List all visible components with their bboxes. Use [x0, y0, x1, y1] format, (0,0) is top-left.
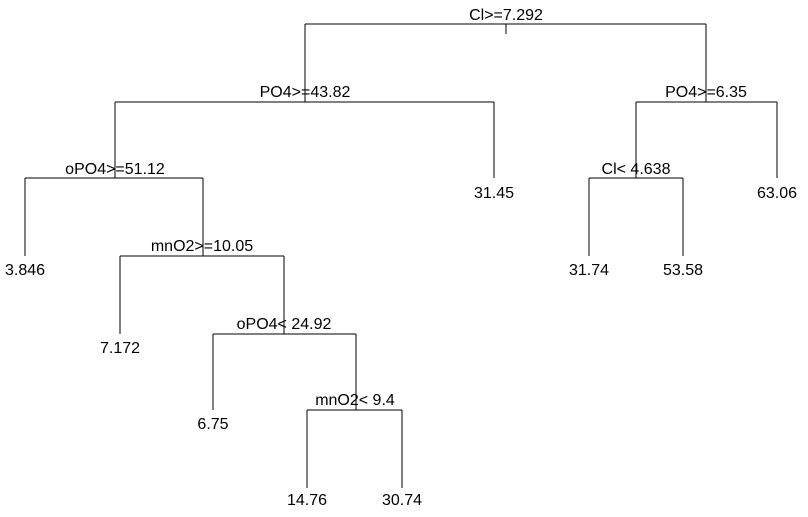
split-label-right: PO4>=6.35	[665, 84, 747, 101]
leaf-label: 31.45	[474, 185, 514, 202]
split-label-root: Cl>=7.292	[469, 7, 543, 24]
leaf-label: 7.172	[100, 340, 140, 357]
leaf-label: 30.74	[382, 492, 422, 509]
leaf-label: 6.75	[197, 416, 228, 433]
split-label-right-left: Cl< 4.638	[602, 161, 671, 178]
split-label-left: PO4>=43.82	[260, 84, 351, 101]
leaf-label: 14.76	[287, 492, 327, 509]
leaf-label: 63.06	[757, 185, 797, 202]
split-label-left-left-right-right: oPO4< 24.92	[237, 316, 332, 333]
split-label-left-left: oPO4>=51.12	[65, 161, 165, 178]
leaf-label: 53.58	[663, 262, 703, 279]
leaf-label: 31.74	[569, 262, 609, 279]
split-label-left-left-right-right-right: mnO2< 9.4	[315, 392, 395, 409]
split-label-left-left-right: mnO2>=10.05	[151, 238, 253, 255]
leaf-label: 3.846	[5, 262, 45, 279]
